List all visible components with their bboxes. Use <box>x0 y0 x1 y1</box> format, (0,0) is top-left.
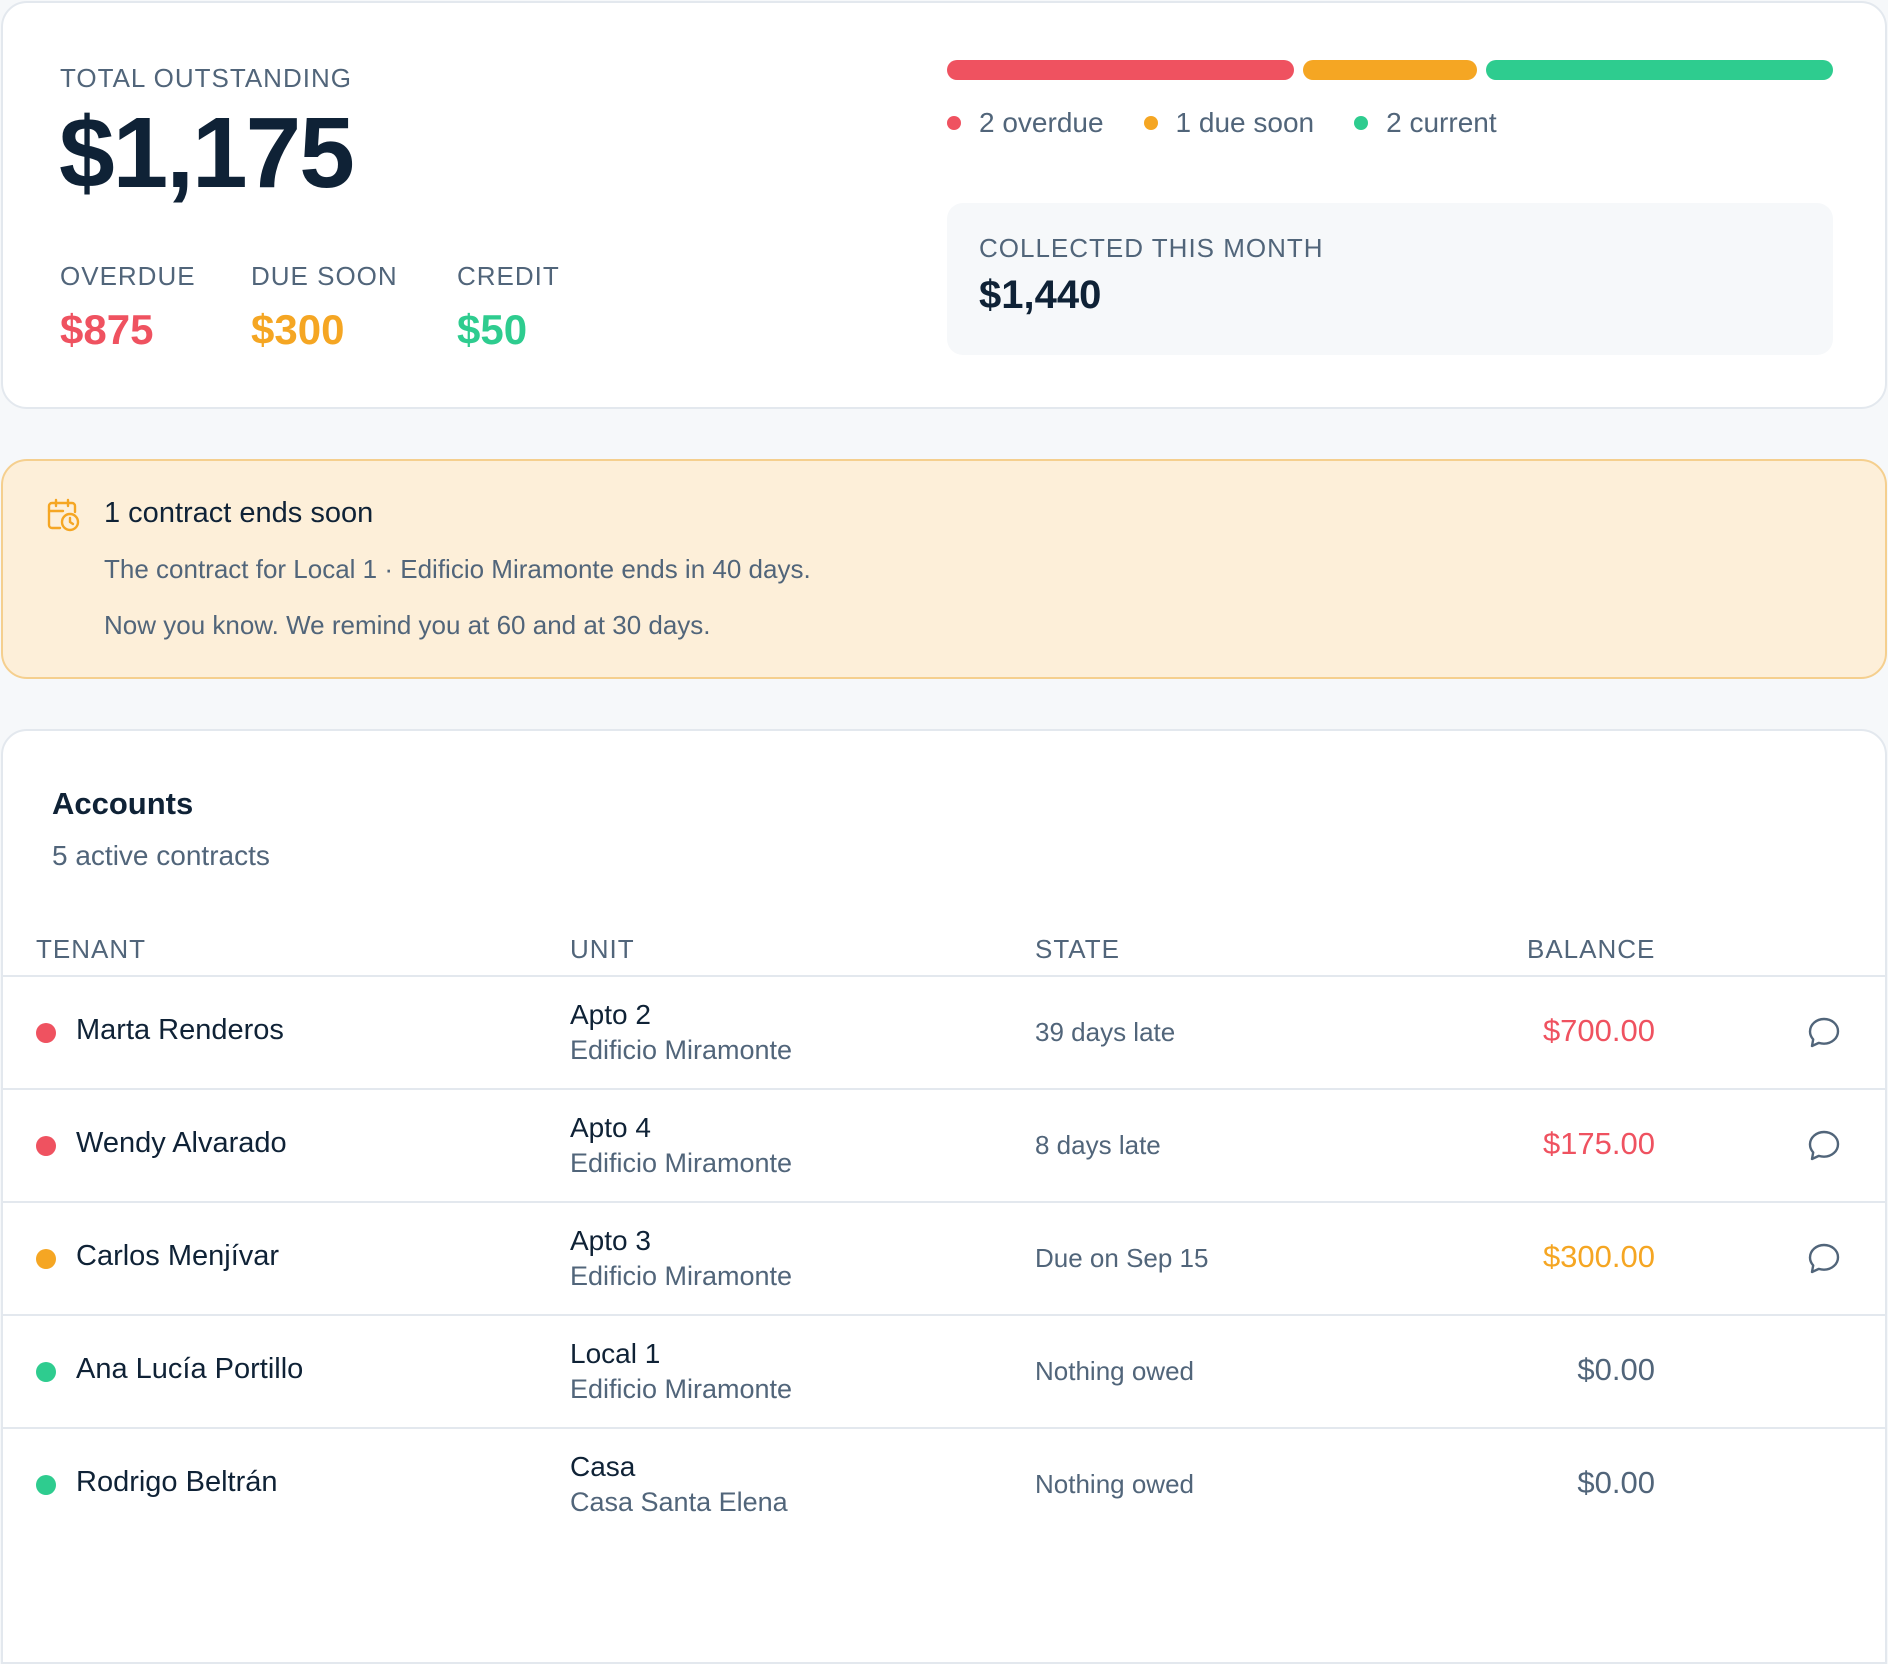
balance-amount: $700.00 <box>1542 1013 1655 1048</box>
payment-state: Nothing owed <box>1035 1356 1194 1386</box>
legend-item-overdue: 2 overdue <box>947 107 1104 139</box>
column-header-state: STATE <box>1035 934 1120 964</box>
stat-label: DUE SOON <box>251 261 398 291</box>
table-row[interactable]: Ana Lucía Portillo Local 1 Edificio Mira… <box>3 1314 1885 1427</box>
message-icon[interactable] <box>1806 1015 1842 1051</box>
column-header-balance: BALANCE <box>1527 934 1656 964</box>
status-dot <box>36 1023 56 1043</box>
balance-amount: $175.00 <box>1542 1126 1655 1161</box>
stat-overdue: OVERDUE $875 <box>60 261 196 354</box>
payment-state: 8 days late <box>1035 1130 1161 1160</box>
legend-dot <box>1143 116 1158 130</box>
column-header-unit: UNIT <box>570 934 635 964</box>
building-name: Edificio Miramonte <box>570 1261 793 1291</box>
tenant-name: Rodrigo Beltrán <box>76 1466 278 1498</box>
status-distribution-bar <box>947 60 1833 80</box>
payment-state: Due on Sep 15 <box>1035 1243 1209 1273</box>
stat-label: CREDIT <box>457 261 560 291</box>
legend-label: 1 due soon <box>1175 107 1315 138</box>
table-row[interactable]: Carlos Menjívar Apto 3 Edificio Miramont… <box>3 1201 1885 1314</box>
status-dot <box>36 1136 56 1156</box>
unit-name: Apto 2 <box>570 999 651 1030</box>
legend-label: 2 overdue <box>979 107 1104 138</box>
payment-state: Nothing owed <box>1035 1469 1194 1499</box>
bar-segment-overdue <box>947 60 1295 80</box>
stat-credit: CREDIT $50 <box>457 261 560 354</box>
unit-name: Casa <box>570 1451 636 1482</box>
stat-value: $300 <box>251 306 345 353</box>
accounts-title: Accounts <box>52 786 194 821</box>
status-legend: 2 overdue 1 due soon 2 current <box>947 107 1537 139</box>
payment-state: 39 days late <box>1035 1017 1176 1047</box>
legend-item-current: 2 current <box>1354 107 1497 139</box>
status-dot <box>36 1475 56 1495</box>
total-outstanding-value: $1,175 <box>59 97 355 209</box>
message-icon[interactable] <box>1806 1241 1842 1277</box>
summary-card: TOTAL OUTSTANDING $1,175 OVERDUE $875 DU… <box>1 1 1887 409</box>
alert-message: The contract for Local 1 · Edificio Mira… <box>104 554 811 584</box>
building-name: Edificio Miramonte <box>570 1148 793 1178</box>
column-header-tenant: TENANT <box>36 934 146 964</box>
balance-amount: $0.00 <box>1577 1352 1655 1387</box>
tenant-name: Wendy Alvarado <box>76 1127 287 1159</box>
unit-name: Local 1 <box>570 1338 661 1369</box>
balance-amount: $0.00 <box>1577 1465 1655 1500</box>
stat-label: OVERDUE <box>60 261 196 291</box>
collected-value: $1,440 <box>979 273 1102 317</box>
legend-dot <box>947 116 961 130</box>
stat-value: $50 <box>457 306 528 353</box>
tenant-name: Carlos Menjívar <box>76 1240 280 1272</box>
status-dot <box>36 1249 56 1269</box>
unit-name: Apto 3 <box>570 1225 651 1256</box>
bar-segment-due-soon <box>1303 60 1477 80</box>
legend-label: 2 current <box>1386 107 1497 138</box>
legend-item-due-soon: 1 due soon <box>1143 107 1315 139</box>
bar-segment-current <box>1485 60 1833 80</box>
tenant-name: Ana Lucía Portillo <box>76 1353 304 1385</box>
alert-reminder-note: Now you know. We remind you at 60 and at… <box>104 610 711 640</box>
accounts-subtitle: 5 active contracts <box>52 840 270 871</box>
collected-label: COLLECTED THIS MONTH <box>979 233 1324 263</box>
collected-this-month-panel: COLLECTED THIS MONTH $1,440 <box>947 203 1833 355</box>
calendar-clock-icon <box>45 497 81 533</box>
building-name: Edificio Miramonte <box>570 1035 793 1065</box>
contract-ending-alert: 1 contract ends soon The contract for Lo… <box>1 459 1887 679</box>
building-name: Casa Santa Elena <box>570 1487 788 1517</box>
alert-title: 1 contract ends soon <box>104 497 374 529</box>
table-row[interactable]: Marta Renderos Apto 2 Edificio Miramonte… <box>3 975 1885 1088</box>
stat-value: $875 <box>60 306 154 353</box>
building-name: Edificio Miramonte <box>570 1374 793 1404</box>
tenant-name: Marta Renderos <box>76 1014 284 1046</box>
table-row[interactable]: Wendy Alvarado Apto 4 Edificio Miramonte… <box>3 1088 1885 1201</box>
total-outstanding-label: TOTAL OUTSTANDING <box>60 63 352 93</box>
stat-due-soon: DUE SOON $300 <box>251 261 398 354</box>
message-icon[interactable] <box>1806 1128 1842 1164</box>
accounts-card: Accounts 5 active contracts TENANT UNIT … <box>1 729 1887 1664</box>
balance-amount: $300.00 <box>1542 1239 1655 1274</box>
legend-dot <box>1354 116 1369 130</box>
status-dot <box>36 1362 56 1382</box>
unit-name: Apto 4 <box>570 1112 651 1143</box>
table-row[interactable]: Rodrigo Beltrán Casa Casa Santa Elena No… <box>3 1427 1885 1587</box>
